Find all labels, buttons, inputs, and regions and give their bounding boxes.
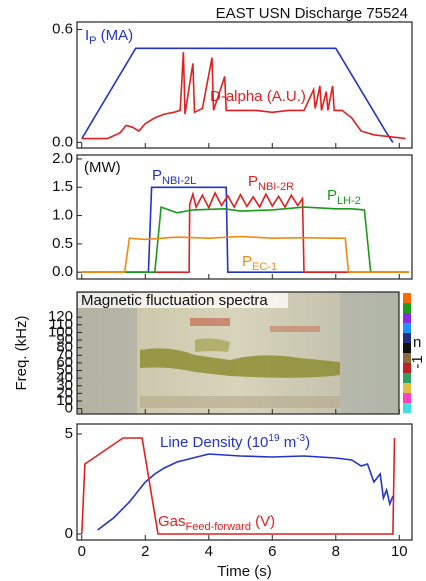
y-tick-label: 1.0 bbox=[52, 207, 73, 224]
x-axis-label: Time (s) bbox=[217, 563, 271, 580]
y-tick-label: 5 bbox=[65, 425, 73, 442]
y-tick-label: 0.0 bbox=[52, 133, 73, 150]
x-tick-label: 8 bbox=[332, 543, 340, 560]
series-label: IP (MA) bbox=[85, 27, 133, 47]
series-label: Line Density (1019 m-3) bbox=[160, 433, 310, 451]
series-line bbox=[81, 206, 409, 273]
label-part: NBI-2R bbox=[258, 181, 294, 193]
label-part: ) bbox=[305, 434, 310, 451]
y-tick-label: 90 bbox=[56, 331, 73, 348]
series-label: PNBI-2L bbox=[152, 167, 196, 187]
series-line bbox=[81, 437, 396, 535]
label-part: P bbox=[248, 173, 258, 190]
label-part: P bbox=[242, 253, 252, 270]
label-part: Line Density (10 bbox=[160, 434, 268, 451]
colorbar-label: n bbox=[413, 334, 421, 351]
plot-frame bbox=[76, 291, 400, 415]
label-part: 19 bbox=[268, 433, 280, 444]
y-tick-label: 0.6 bbox=[52, 20, 73, 37]
series-label: PEC-1 bbox=[242, 253, 277, 273]
label-part: -3 bbox=[296, 433, 305, 444]
label-part: I bbox=[85, 27, 89, 44]
label-part: (V) bbox=[251, 513, 275, 530]
label-part: P bbox=[327, 187, 337, 204]
y-tick-label: 10 bbox=[56, 392, 73, 409]
series-label: D-alpha (A.U.) bbox=[210, 88, 306, 105]
plot-frame bbox=[76, 154, 413, 280]
series-line bbox=[81, 235, 409, 273]
unit-label: (MW) bbox=[84, 159, 121, 176]
colorbar-label: -1 bbox=[409, 355, 426, 368]
series-label: PNBI-2R bbox=[248, 173, 294, 193]
y-tick-label: 0 bbox=[65, 525, 73, 542]
label-part: P bbox=[89, 35, 96, 47]
x-tick-label: 0 bbox=[78, 543, 86, 560]
title-box bbox=[78, 293, 288, 308]
chart-title: EAST USN Discharge 75524 bbox=[216, 5, 408, 22]
plot-frame bbox=[76, 423, 413, 541]
x-tick-label: 6 bbox=[268, 543, 276, 560]
label-part: m bbox=[280, 434, 297, 451]
y-tick-label: 100 bbox=[48, 323, 73, 340]
y-tick-label: 50 bbox=[56, 362, 73, 379]
series-label: PLH-2 bbox=[327, 187, 361, 207]
y-tick-label: 0.0 bbox=[52, 263, 73, 280]
label-part: Gas bbox=[158, 513, 186, 530]
y-axis-label: Freq. (kHz) bbox=[13, 315, 30, 390]
y-tick-label: 80 bbox=[56, 339, 73, 356]
series-line bbox=[81, 52, 406, 140]
series-line bbox=[81, 191, 409, 273]
y-tick-label: 20 bbox=[56, 384, 73, 401]
label-part: LH-2 bbox=[337, 195, 361, 207]
y-tick-label: 70 bbox=[56, 346, 73, 363]
y-tick-label: 110 bbox=[49, 316, 73, 333]
y-tick-label: 2.0 bbox=[52, 150, 73, 167]
series-label: GasFeed-forward (V) bbox=[158, 513, 275, 533]
y-tick-label: 0 bbox=[65, 400, 73, 417]
y-tick-label: 0.5 bbox=[52, 235, 73, 252]
x-tick-label: 2 bbox=[141, 543, 149, 560]
y-tick-label: 40 bbox=[56, 369, 73, 386]
y-tick-label: 60 bbox=[56, 354, 73, 371]
label-part: P bbox=[152, 167, 162, 184]
series-line bbox=[97, 453, 394, 531]
label-part: NBI-2L bbox=[162, 175, 196, 187]
y-tick-label: 120 bbox=[48, 308, 73, 325]
label-part: EC-1 bbox=[252, 261, 277, 273]
label-part: Feed-forward bbox=[186, 521, 251, 533]
x-tick-label: 10 bbox=[391, 543, 408, 560]
spectrogram-image bbox=[77, 292, 399, 414]
label-part: D-alpha (A.U.) bbox=[210, 88, 306, 105]
y-tick-label: 1.5 bbox=[52, 178, 73, 195]
label-part: (MA) bbox=[97, 27, 134, 44]
x-tick-label: 4 bbox=[205, 543, 213, 560]
plot-frame bbox=[76, 21, 413, 149]
colorbar bbox=[403, 293, 411, 413]
panel-title: Magnetic fluctuation spectra bbox=[81, 292, 268, 309]
y-tick-label: 30 bbox=[56, 377, 73, 394]
